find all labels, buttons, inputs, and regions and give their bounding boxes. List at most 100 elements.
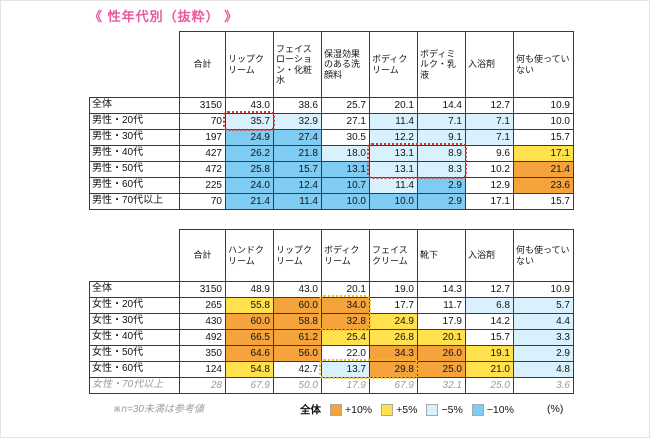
- table-row: 女性・50代 350 64.6 56.0 22.0 34.3 26.0 19.1 2.9: [89, 345, 574, 362]
- column-header: 入浴剤: [465, 31, 514, 98]
- value-cell: 48.9: [225, 281, 274, 298]
- value-cell: 24.9: [225, 129, 274, 146]
- value-cell: 34.3: [369, 345, 418, 362]
- column-header: 合計: [179, 31, 226, 98]
- value-cell: 35.7: [225, 113, 274, 130]
- table-row: 男性・40代 427 26.2 21.8 18.0 13.1 8.9 9.6 17.1: [89, 145, 574, 162]
- total-n-cell: 124: [179, 361, 226, 378]
- value-cell: 2.9: [417, 193, 466, 210]
- value-cell: 21.8: [273, 145, 322, 162]
- table-row: 女性・20代 265 55.8 60.0 34.0 17.7 11.7 6.8 5.7: [89, 297, 574, 314]
- value-cell: 13.1: [369, 161, 418, 178]
- row-label: 男性・40代: [89, 145, 180, 162]
- header-row: 合計 リップクリーム フェイスローション・化粧水 保湿効果のある洗顔料 ボディクリームボ…: [90, 31, 574, 98]
- value-cell: 15.7: [465, 329, 514, 346]
- row-label: 女性・50代: [89, 345, 180, 362]
- value-cell: 4.8: [513, 361, 574, 378]
- value-cell: 26.8: [369, 329, 418, 346]
- value-cell: 9.1: [417, 129, 466, 146]
- total-n-cell: 225: [179, 177, 226, 194]
- column-header: 合計: [179, 229, 226, 282]
- percent-unit-label: (%): [547, 403, 564, 415]
- value-cell: 14.4: [417, 97, 466, 114]
- value-cell: 2.9: [417, 177, 466, 194]
- value-cell: 7.1: [417, 113, 466, 130]
- value-cell: 21.4: [513, 161, 574, 178]
- page-title: 《 性年代別（抜粋） 》: [89, 9, 239, 24]
- value-cell: 17.1: [513, 145, 574, 162]
- column-header: 何も使っていない: [513, 31, 574, 98]
- value-cell: 26.2: [225, 145, 274, 162]
- value-cell: 24.0: [225, 177, 274, 194]
- column-header: ハンドクリーム: [225, 229, 274, 282]
- value-cell: 17.7: [369, 297, 418, 314]
- value-cell: 6.8: [465, 297, 514, 314]
- table-row: 全体 3150 43.0 38.6 25.7 20.1 14.4 12.7 10.9: [89, 97, 574, 114]
- table-row: 男性・20代 70 35.7 32.9 27.1 11.4 7.1 7.1 10.0: [89, 113, 574, 130]
- value-cell: 10.7: [321, 177, 370, 194]
- value-cell: 25.0: [465, 377, 514, 394]
- value-cell: 55.8: [225, 297, 274, 314]
- legend: 全体 +10% +5% −5% −10%: [300, 402, 514, 417]
- total-n-cell: 427: [179, 145, 226, 162]
- value-cell: 13.7: [321, 361, 370, 378]
- value-cell: 27.4: [273, 129, 322, 146]
- value-cell: 26.0: [417, 345, 466, 362]
- table-row: 女性・70代以上 28 67.9 50.0 17.9 67.9 32.1 25.0 3.6: [89, 377, 574, 394]
- value-cell: 3.6: [513, 377, 574, 394]
- column-header: ボディクリーム: [369, 31, 418, 98]
- total-n-cell: 3150: [179, 281, 226, 298]
- value-cell: 19.0: [369, 281, 418, 298]
- value-cell: 58.8: [273, 313, 322, 330]
- column-header: 靴下: [417, 229, 466, 282]
- value-cell: 20.1: [417, 329, 466, 346]
- legend-baseline-label: 全体: [300, 404, 321, 416]
- value-cell: 12.9: [465, 177, 514, 194]
- value-cell: 15.7: [513, 129, 574, 146]
- value-cell: 11.7: [417, 297, 466, 314]
- table-row: 女性・40代 492 66.5 61.2 25.4 26.8 20.1 15.7 3.3: [89, 329, 574, 346]
- value-cell: 7.1: [465, 129, 514, 146]
- total-n-cell: 430: [179, 313, 226, 330]
- value-cell: 29.8: [369, 361, 418, 378]
- value-cell: 8.3: [417, 161, 466, 178]
- column-header: 入浴剤: [465, 229, 514, 282]
- value-cell: 11.4: [369, 113, 418, 130]
- value-cell: 13.1: [321, 161, 370, 178]
- total-n-cell: 472: [179, 161, 226, 178]
- value-cell: 67.9: [225, 377, 274, 394]
- total-n-cell: 70: [179, 113, 226, 130]
- value-cell: 22.0: [321, 345, 370, 362]
- row-label: 男性・30代: [89, 129, 180, 146]
- legend-swatch: [471, 403, 484, 416]
- total-n-cell: 492: [179, 329, 226, 346]
- row-label: 男性・20代: [89, 113, 180, 130]
- value-cell: 9.6: [465, 145, 514, 162]
- value-cell: 3.3: [513, 329, 574, 346]
- value-cell: 11.4: [369, 177, 418, 194]
- legend-item: +10%: [330, 403, 372, 416]
- value-cell: 50.0: [273, 377, 322, 394]
- value-cell: 32.8: [321, 313, 370, 330]
- value-cell: 54.8: [225, 361, 274, 378]
- value-cell: 30.5: [321, 129, 370, 146]
- column-header: 何も使っていない: [513, 229, 574, 282]
- total-n-cell: 350: [179, 345, 226, 362]
- value-cell: 43.0: [225, 97, 274, 114]
- total-n-cell: 3150: [179, 97, 226, 114]
- value-cell: 21.0: [465, 361, 514, 378]
- value-cell: 60.0: [225, 313, 274, 330]
- row-label: 男性・50代: [89, 161, 180, 178]
- value-cell: 10.9: [513, 281, 574, 298]
- value-cell: 20.1: [321, 281, 370, 298]
- table-row: 男性・50代 472 25.8 15.7 13.1 13.1 8.3 10.2 21.4: [89, 161, 574, 178]
- value-cell: 15.7: [273, 161, 322, 178]
- men-age-table: 合計 リップクリーム フェイスローション・化粧水 保湿効果のある洗顔料 ボディクリームボ…: [89, 31, 574, 210]
- corner-cell: [90, 32, 180, 98]
- value-cell: 20.1: [369, 97, 418, 114]
- table-row: 男性・30代 197 24.9 27.4 30.5 12.2 9.1 7.1 15.7: [89, 129, 574, 146]
- column-header: ボディミルク・乳液: [417, 31, 466, 98]
- legend-swatch: [426, 403, 439, 416]
- row-label: 女性・40代: [89, 329, 180, 346]
